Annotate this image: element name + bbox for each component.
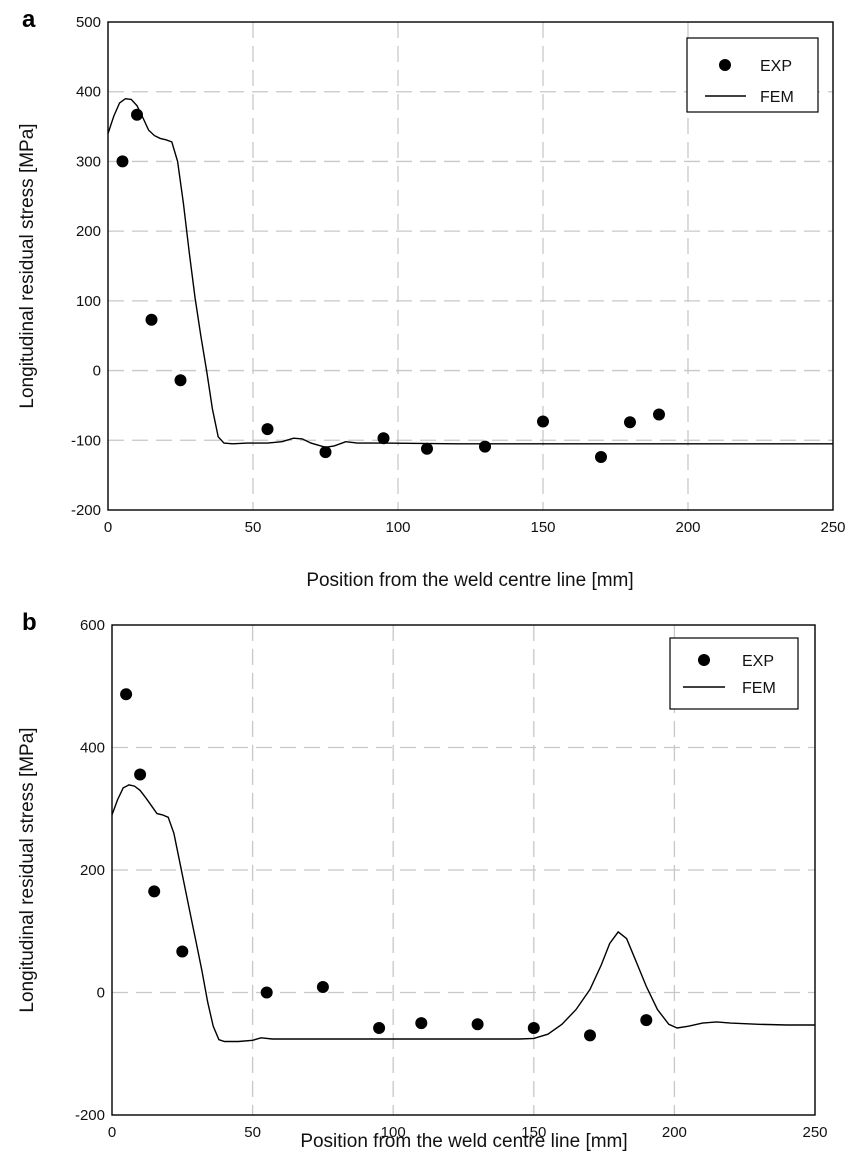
- panel-b-label: b: [22, 609, 37, 636]
- panel-a-y-axis-title: Longitudinal residual stress [MPa]: [17, 123, 38, 408]
- panel-b-y-tick-label: 400: [80, 740, 105, 757]
- panel-a-x-axis-title: Position from the weld centre line [mm]: [306, 570, 633, 591]
- panel-a-label: a: [22, 6, 36, 33]
- panel-a-exp-point: [653, 408, 665, 421]
- panel-b-y-tick-label: 200: [80, 862, 105, 879]
- panel-a-x-tick-label: 50: [245, 519, 262, 536]
- panel-b-exp-markers: [120, 688, 653, 1042]
- panel-a-x-tick-label: 0: [104, 519, 112, 536]
- panel-a-exp-point: [624, 416, 636, 429]
- panel-a-x-tick-label: 250: [820, 519, 845, 536]
- panel-b-x-tick-label: 50: [244, 1124, 261, 1141]
- panel-b-exp-point: [373, 1022, 386, 1034]
- panel-a-y-tick-label: 0: [93, 363, 101, 380]
- panel-b-x-tick-label: 150: [521, 1124, 546, 1141]
- panel-a-y-tick-label: 300: [76, 153, 101, 170]
- panel-b-exp-point: [120, 688, 133, 701]
- panel-b-x-tick-label: 200: [662, 1124, 687, 1141]
- panel-a-legend-fem-label: FEM: [760, 89, 794, 106]
- panel-a-exp-point: [319, 446, 332, 459]
- panel-a-y-ticks: -200 -100 0 100 200 300 400 500: [71, 14, 101, 519]
- panel-b-y-tick-label: -200: [75, 1107, 105, 1124]
- panel-a-legend-exp-label: EXP: [760, 58, 792, 75]
- panel-b-x-tick-label: 250: [802, 1124, 827, 1141]
- panel-a-y-tick-label: -200: [71, 502, 101, 519]
- panel-a-legend-box: [686, 37, 819, 113]
- panel-b-legend-exp-marker: [698, 654, 710, 666]
- panel-a-fem-line: [107, 97, 833, 449]
- panel-b-y-ticks: -200 0 200 400 600: [75, 617, 105, 1124]
- panel-b-y-tick-label: 600: [80, 617, 105, 634]
- panel-b-fem-line: [111, 784, 815, 1043]
- panel-b-exp-point: [260, 986, 273, 999]
- panel-a-x-tick-label: 150: [530, 519, 555, 536]
- panel-a-exp-point: [595, 451, 607, 463]
- panel-b-exp-point: [415, 1017, 428, 1030]
- panel-b-x-ticks: 0 50 100 150 200 250: [108, 1124, 828, 1141]
- panel-a-legend-exp-marker: [719, 59, 731, 71]
- panel-a-exp-point: [479, 440, 491, 453]
- panel-b-x-tick-label: 0: [108, 1124, 116, 1141]
- panel-b-grid: [112, 625, 815, 1115]
- panel-a-exp-point: [421, 442, 433, 455]
- panel-a-exp-markers: [116, 108, 665, 463]
- panel-a-y-tick-label: 200: [76, 223, 101, 240]
- panel-a-exp-point: [537, 415, 549, 428]
- panel-b-exp-point: [134, 768, 147, 781]
- panel-a-grid: [108, 22, 833, 510]
- panel-a-exp-point: [261, 423, 274, 436]
- panel-a-exp-point: [377, 432, 390, 445]
- panel-b-exp-point: [527, 1022, 540, 1034]
- panel-a-y-tick-label: -100: [71, 432, 101, 449]
- panel-a-y-tick-label: 500: [76, 14, 101, 31]
- panel-b-y-tick-label: 0: [97, 985, 105, 1002]
- panel-b-exp-point: [584, 1029, 596, 1042]
- panel-a-x-ticks: 0 50 100 150 200 250: [104, 519, 846, 536]
- panel-a-x-tick-label: 100: [385, 519, 410, 536]
- panel-b-exp-point: [316, 981, 329, 993]
- panel-b-legend: EXP FEM: [669, 637, 799, 710]
- panel-a-exp-point: [131, 108, 143, 121]
- panel-b-exp-point: [640, 1014, 653, 1027]
- panel-a: a -200 -100 0 100 200 300 400 500 0 50 100 150 200 2…: [17, 6, 846, 591]
- panel-a-y-tick-label: 400: [76, 84, 101, 101]
- panel-a-plot-frame: [107, 21, 834, 511]
- panel-b-x-axis-title: Position from the weld centre line [mm]: [300, 1131, 627, 1152]
- panel-a-exp-point: [174, 374, 187, 387]
- panel-b-plot-frame: [111, 624, 816, 1116]
- panel-b-legend-box: [669, 637, 799, 710]
- panel-b-exp-point: [176, 945, 189, 958]
- panel-a-legend: EXP FEM: [686, 37, 819, 113]
- panel-b-x-tick-label: 100: [381, 1124, 406, 1141]
- panel-b-legend-exp-label: EXP: [742, 653, 774, 670]
- panel-b-legend-fem-label: FEM: [742, 680, 776, 697]
- panel-b-exp-point: [148, 885, 161, 898]
- panel-a-x-tick-label: 200: [675, 519, 700, 536]
- panel-b-exp-point: [471, 1018, 484, 1031]
- panel-a-exp-point: [116, 155, 129, 168]
- panel-a-y-tick-label: 100: [76, 293, 101, 310]
- panel-a-exp-point: [145, 313, 158, 326]
- panel-b-y-axis-title: Longitudinal residual stress [MPa]: [17, 727, 38, 1012]
